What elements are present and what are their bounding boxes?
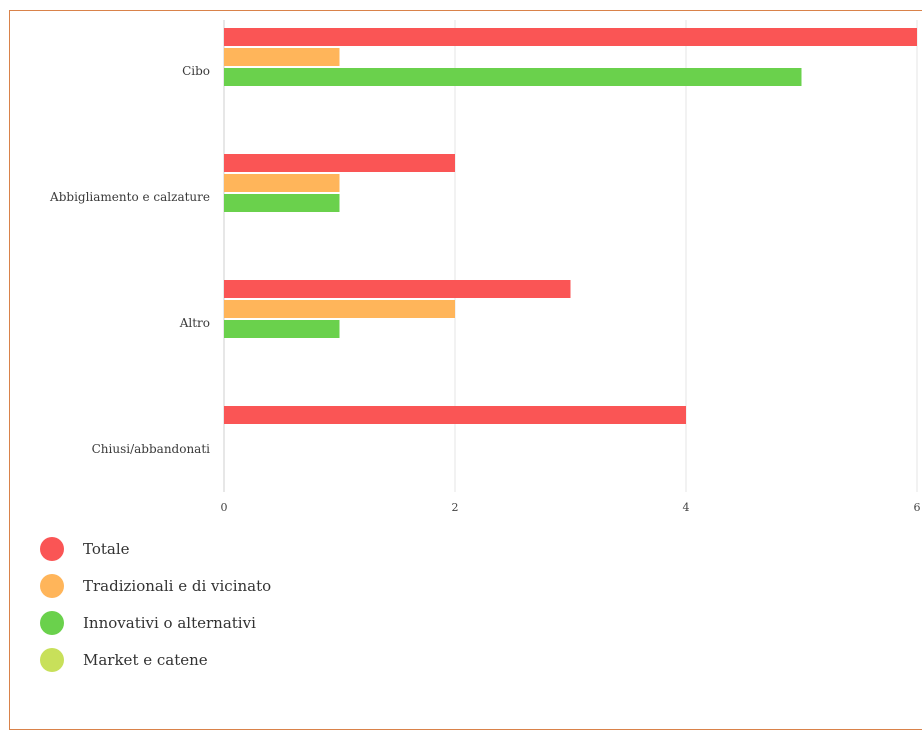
legend: Totale Tradizionali e di vicinato Innova… xyxy=(40,530,271,678)
bar[interactable] xyxy=(224,320,340,338)
legend-item-innovativi[interactable]: Innovativi o alternativi xyxy=(40,604,271,641)
bar-chart: 0 2 4 6 Cibo Abbigliamento e calzature Altro Ch… xyxy=(49,20,921,514)
x-tick-label: 0 xyxy=(221,501,228,514)
legend-item-tradizionali[interactable]: Tradizionali e di vicinato xyxy=(40,567,271,604)
legend-swatch xyxy=(40,536,64,561)
legend-swatch xyxy=(40,610,64,635)
bar[interactable] xyxy=(224,300,455,318)
category-label: Abbigliamento e calzature xyxy=(49,190,210,204)
x-tick-label: 6 xyxy=(914,501,921,514)
legend-label: Tradizionali e di vicinato xyxy=(83,576,272,595)
bar[interactable] xyxy=(224,154,455,172)
bar[interactable] xyxy=(224,194,340,212)
category-label: Altro xyxy=(179,316,210,330)
bar[interactable] xyxy=(224,406,686,424)
bar[interactable] xyxy=(224,174,340,192)
legend-label: Market e catene xyxy=(83,650,208,669)
bar[interactable] xyxy=(224,280,571,298)
category-label: Cibo xyxy=(182,64,210,78)
bar[interactable] xyxy=(224,48,340,66)
bar[interactable] xyxy=(224,28,917,46)
bar[interactable] xyxy=(224,68,802,86)
x-tick-label: 2 xyxy=(452,501,459,514)
legend-swatch xyxy=(40,573,64,598)
legend-swatch xyxy=(40,647,64,672)
legend-label: Innovativi o alternativi xyxy=(83,613,256,632)
legend-item-totale[interactable]: Totale xyxy=(40,530,271,567)
category-label: Chiusi/abbandonati xyxy=(92,442,211,456)
legend-label: Totale xyxy=(83,539,130,558)
x-tick-label: 4 xyxy=(683,501,690,514)
legend-item-market[interactable]: Market e catene xyxy=(40,641,271,678)
